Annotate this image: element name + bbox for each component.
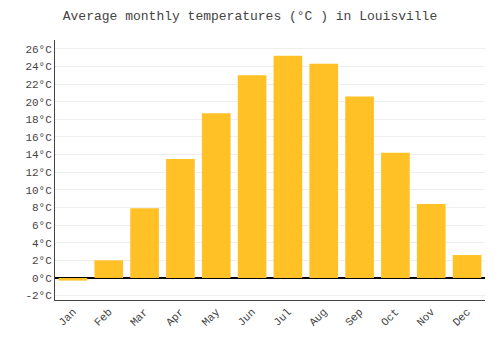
svg-text:20°C: 20°C	[25, 97, 52, 109]
svg-text:2°C: 2°C	[32, 255, 52, 267]
svg-text:Jun: Jun	[236, 306, 258, 328]
svg-text:Jan: Jan	[56, 306, 78, 328]
svg-text:Mar: Mar	[128, 306, 150, 328]
svg-text:Dec: Dec	[451, 306, 473, 328]
svg-text:Sep: Sep	[343, 306, 365, 328]
svg-text:May: May	[200, 306, 223, 329]
svg-text:Oct: Oct	[379, 306, 401, 328]
svg-text:-2°C: -2°C	[25, 290, 52, 302]
svg-text:Apr: Apr	[164, 306, 186, 328]
svg-text:Feb: Feb	[92, 306, 114, 328]
svg-text:18°C: 18°C	[25, 114, 52, 126]
svg-text:22°C: 22°C	[25, 79, 52, 91]
svg-text:Jul: Jul	[271, 306, 293, 328]
svg-text:16°C: 16°C	[25, 132, 52, 144]
svg-text:Aug: Aug	[307, 306, 329, 328]
svg-text:Average monthly temperatures (: Average monthly temperatures (°C ) in Lo…	[63, 9, 437, 24]
svg-text:26°C: 26°C	[25, 44, 52, 56]
svg-text:Nov: Nov	[415, 306, 438, 329]
svg-text:6°C: 6°C	[32, 220, 52, 232]
svg-text:8°C: 8°C	[32, 202, 52, 214]
svg-text:10°C: 10°C	[25, 185, 52, 197]
svg-text:4°C: 4°C	[32, 238, 52, 250]
svg-text:12°C: 12°C	[25, 167, 52, 179]
svg-text:14°C: 14°C	[25, 149, 52, 161]
svg-text:0°C: 0°C	[32, 273, 52, 285]
svg-text:24°C: 24°C	[25, 61, 52, 73]
